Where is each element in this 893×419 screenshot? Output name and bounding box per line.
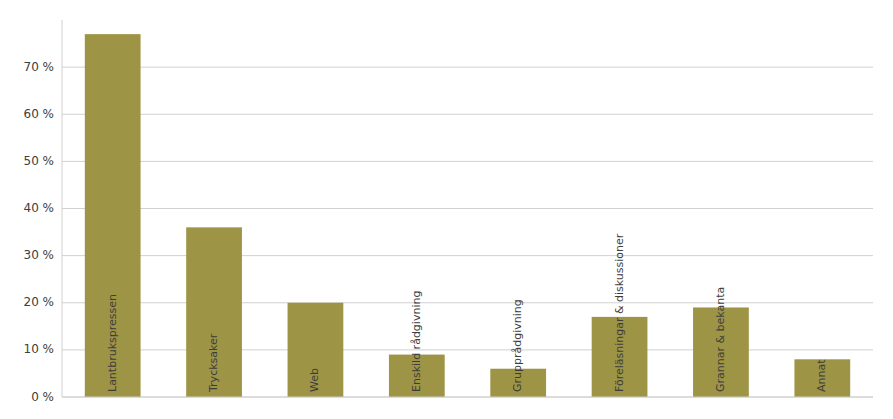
grid-line [62,208,873,209]
y-tick-label: 30 % [24,248,55,262]
grid-line [62,397,873,398]
bar [288,303,344,397]
y-axis-line [62,20,63,397]
grid-line [62,255,873,256]
category-label: Grannar & bekanta [714,287,727,392]
y-tick-label: 50 % [24,154,55,168]
category-label: Föreläsningar & diskussioner [613,233,626,392]
x-axis-line [62,397,873,398]
category-label: Enskild rådgivning [410,291,423,392]
category-label: Web [308,368,321,392]
grid-line [62,161,873,162]
grid-line [62,114,873,115]
grid-line [62,302,873,303]
y-tick-label: 20 % [24,295,55,309]
bars [85,34,850,397]
category-label: Grupprådgivning [511,299,524,392]
bar [186,227,242,397]
grid-line [62,67,873,68]
category-label: Trycksaker [207,333,220,393]
y-tick-label: 10 % [24,342,55,356]
y-tick-label: 0 % [31,390,54,404]
bar [85,34,141,397]
category-label: Lantbrukspressen [106,294,119,392]
bar [794,359,850,397]
grid-line [62,349,873,350]
y-tick-label: 60 % [24,107,55,121]
y-tick-label: 70 % [24,60,55,74]
chart-container: 0 % 10 % 20 % 30 % 40 % 50 % 60 % 70 % Lantbruks… [0,0,893,419]
grid [62,67,873,397]
category-label: Annat [815,359,828,392]
chart: 0 % 10 % 20 % 30 % 40 % 50 % 60 % 70 % Lantbruks… [0,0,893,419]
y-tick-label: 40 % [24,201,55,215]
